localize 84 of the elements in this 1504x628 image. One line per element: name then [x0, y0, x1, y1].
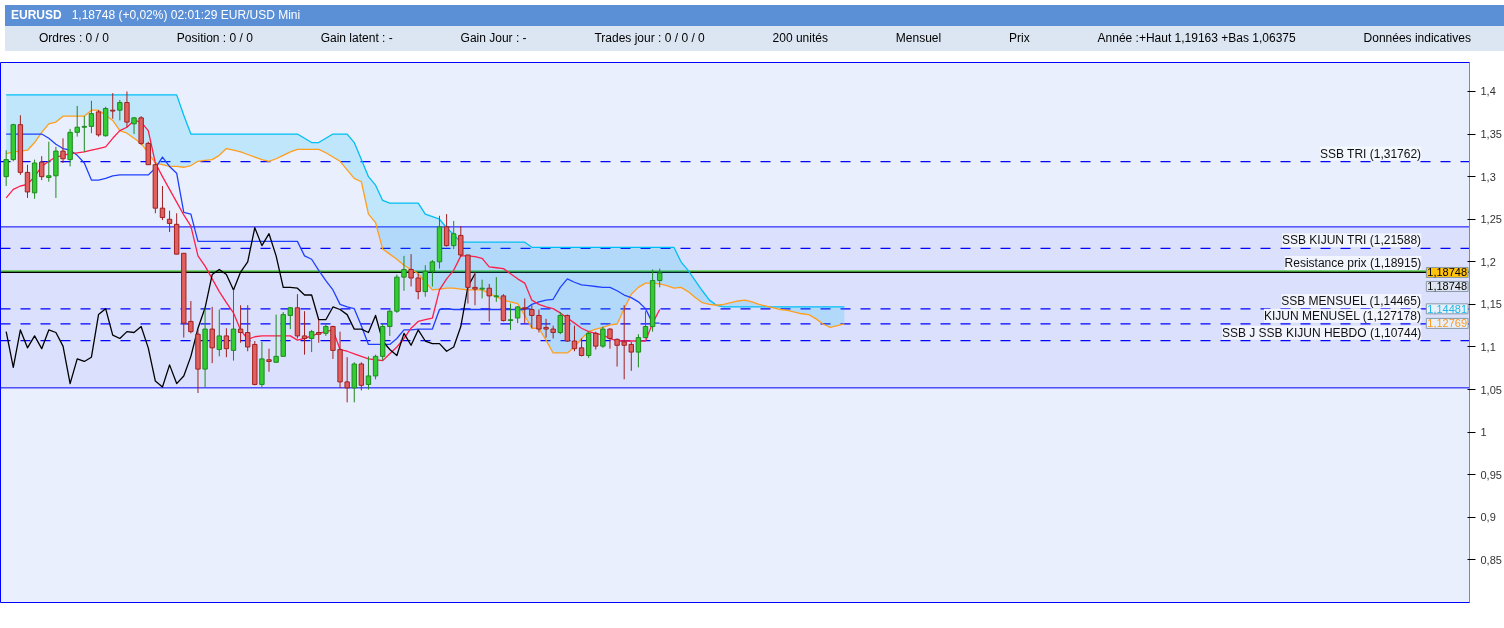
y-tick-label: 0,9	[1480, 511, 1496, 524]
y-tick-label: 1,2	[1480, 255, 1496, 268]
text: Ordres : 0 / 0	[38, 30, 109, 48]
candlestick	[110, 92, 116, 120]
y-tick-label: 1,05	[1480, 383, 1502, 396]
candlestick	[429, 259, 436, 288]
candlestick	[237, 304, 244, 344]
candlestick	[458, 225, 464, 258]
candlestick	[635, 333, 642, 368]
candlestick	[209, 306, 215, 364]
candlestick	[408, 253, 414, 288]
candlestick	[24, 164, 31, 199]
candlestick	[216, 309, 222, 357]
annotation: 1,12769	[1427, 317, 1468, 330]
candlestick	[571, 325, 578, 352]
candlestick	[74, 105, 80, 138]
candlestick	[117, 99, 123, 121]
text: 200 unités	[772, 30, 828, 48]
text: Gain latent : -	[320, 30, 393, 48]
chart-subtitle: 1,18748 (+0,02%) 02:01:29 EUR/USD Mini	[71, 8, 301, 22]
candlestick	[642, 310, 649, 339]
candlestick	[451, 220, 457, 250]
ref-line-label: SSB TRI (1,31762)	[1319, 146, 1422, 161]
candlestick	[60, 137, 66, 164]
ref-line-label: Resistance prix (1,18915)	[1284, 256, 1422, 271]
y-tick-label: 1	[1480, 426, 1487, 439]
annotation: 1,18748	[1427, 266, 1468, 279]
candlestick	[657, 268, 663, 288]
y-tick-label: 0,95	[1480, 468, 1502, 481]
candlestick	[131, 116, 137, 135]
ref-line-label: SSB KIJUN TRI (1,21588)	[1281, 233, 1422, 248]
candlestick	[486, 283, 492, 322]
candlestick	[166, 210, 173, 233]
ref-line-label: SSB J SSB KIJUN HEBDO (1,10744)	[1221, 325, 1422, 340]
annotation: 1,14481	[1427, 302, 1468, 315]
candlestick	[443, 213, 450, 247]
text: Données indicatives	[1363, 30, 1471, 48]
candlestick	[308, 329, 315, 353]
y-tick-label: 1,4	[1480, 85, 1496, 98]
candlestick	[39, 155, 45, 181]
y-tick-label: 1,15	[1480, 298, 1502, 311]
candlestick	[607, 327, 613, 350]
y-tick-label: 1,3	[1480, 170, 1496, 183]
candlestick	[507, 303, 514, 331]
candlestick	[230, 289, 237, 362]
candlestick	[600, 326, 606, 349]
candlestick	[273, 314, 279, 363]
candlestick	[372, 354, 379, 380]
candlestick	[415, 273, 421, 300]
annotation: 1,18748	[1427, 280, 1468, 293]
candlestick	[316, 319, 322, 344]
text: Gain Jour : -	[460, 30, 527, 48]
candlestick	[46, 141, 52, 183]
text: Trades jour : 0 / 0 / 0	[594, 30, 705, 48]
candlestick	[358, 361, 365, 391]
candlestick	[266, 348, 272, 373]
candlestick	[223, 327, 230, 358]
text: Position : 0 / 0	[176, 30, 253, 48]
candlestick	[479, 279, 485, 299]
candlestick	[95, 109, 102, 138]
candlestick	[351, 361, 357, 403]
y-tick-label: 1,1	[1480, 340, 1496, 353]
line-series	[5, 94, 846, 308]
candlestick	[88, 100, 95, 134]
text: Année :+Haut 1,19163 +Bas 1,06375	[1097, 30, 1296, 48]
text: Mensuel	[895, 30, 942, 48]
candlestick	[365, 355, 372, 391]
ref-line-label: KIJUN MENUSEL (1,127178)	[1263, 308, 1421, 323]
y-tick-label: 0,85	[1480, 553, 1502, 566]
candlestick	[422, 264, 428, 298]
candlestick	[557, 311, 563, 335]
candlestick	[81, 115, 88, 153]
chart-title: EURUSD	[11, 8, 62, 22]
candlestick	[344, 356, 350, 403]
y-tick-label: 1,25	[1480, 213, 1502, 226]
ref-line-label: SSB MENSUEL (1,14465)	[1281, 293, 1421, 308]
y-tick-label: 1,35	[1480, 128, 1502, 141]
candlestick	[493, 276, 500, 303]
candlestick	[585, 331, 592, 359]
candlestick	[159, 185, 166, 221]
candlestick	[522, 297, 528, 324]
candlestick	[301, 310, 308, 356]
candlestick	[124, 90, 130, 128]
text: Prix	[1009, 30, 1030, 48]
